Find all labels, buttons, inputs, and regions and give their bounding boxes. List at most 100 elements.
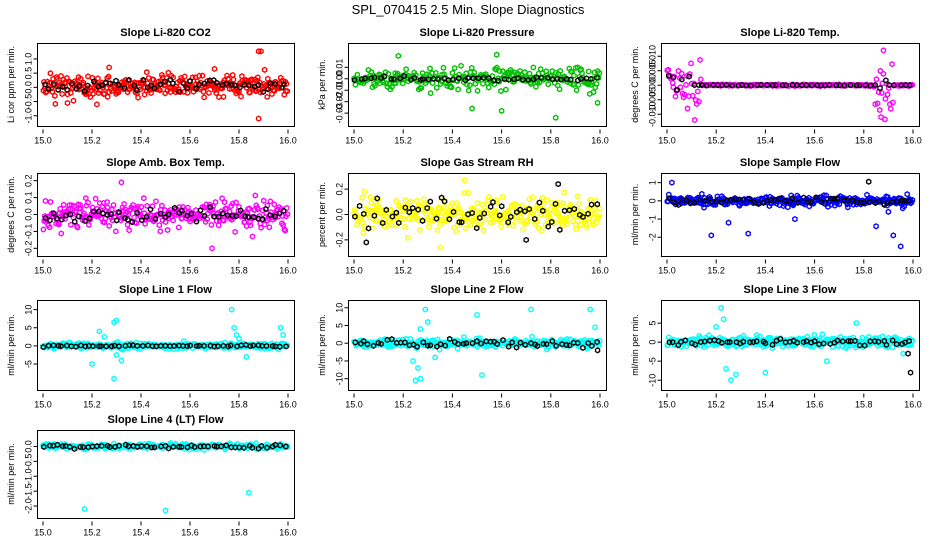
reference-point bbox=[758, 81, 764, 88]
data-point bbox=[451, 64, 458, 72]
reference-point bbox=[533, 74, 540, 81]
reference-point bbox=[42, 81, 48, 88]
data-point bbox=[904, 191, 910, 198]
reference-point bbox=[223, 80, 230, 87]
x-tick-label: 16.0 bbox=[279, 400, 297, 410]
data-point bbox=[491, 209, 497, 217]
data-point bbox=[824, 358, 830, 365]
y-tick-label: -5 bbox=[335, 357, 345, 365]
x-tick-label: 15.2 bbox=[83, 400, 101, 410]
data-point bbox=[246, 489, 252, 496]
y-axis-label: ml/min per min. bbox=[6, 443, 16, 505]
data-point bbox=[46, 224, 53, 231]
y-tick-label: 1.0 bbox=[24, 53, 34, 66]
data-point bbox=[559, 202, 565, 209]
data-point bbox=[687, 70, 693, 78]
data-point bbox=[373, 217, 379, 224]
data-point bbox=[82, 214, 88, 221]
data-point bbox=[434, 84, 440, 91]
reference-point bbox=[245, 82, 252, 89]
reference-point bbox=[517, 339, 524, 346]
data-point bbox=[577, 221, 584, 229]
chart-panel: Slope Line 2 Flow 15.0 15.2 15.4 15.6 15.8 16.… bbox=[317, 284, 609, 410]
x-tick-label: 15.6 bbox=[806, 136, 824, 146]
data-point bbox=[696, 98, 702, 105]
data-point bbox=[509, 202, 515, 209]
data-point bbox=[263, 209, 269, 217]
reference-point bbox=[553, 342, 559, 349]
y-tick-label: 5 bbox=[648, 321, 658, 326]
data-point bbox=[255, 115, 262, 122]
reference-point bbox=[108, 210, 114, 218]
y-axis-label: degrees C per min. bbox=[630, 46, 640, 123]
data-point bbox=[543, 196, 550, 204]
panel-title: Slope Li-820 CO2 bbox=[120, 27, 210, 39]
y-tick-label: -0.01 bbox=[335, 80, 345, 101]
data-point bbox=[393, 197, 400, 205]
reference-point bbox=[559, 340, 565, 348]
x-tick-label: 15.2 bbox=[83, 528, 101, 538]
reference-point bbox=[263, 205, 269, 213]
reference-point bbox=[455, 340, 461, 348]
data-point bbox=[106, 222, 112, 230]
data-point bbox=[401, 215, 407, 223]
reference-point bbox=[196, 81, 202, 88]
reference-point bbox=[111, 342, 118, 349]
reference-point bbox=[134, 209, 140, 216]
data-point bbox=[101, 219, 108, 226]
reference-point bbox=[64, 86, 70, 93]
panel-title: Slope Line 4 (LT) Flow bbox=[108, 414, 224, 426]
data-point bbox=[884, 91, 891, 98]
data-point bbox=[358, 214, 364, 222]
reference-point bbox=[513, 344, 520, 351]
reference-point bbox=[525, 76, 531, 84]
reference-point bbox=[671, 199, 677, 206]
reference-point bbox=[847, 81, 854, 89]
data-point bbox=[590, 88, 597, 96]
panel-title: Slope Gas Stream RH bbox=[420, 157, 533, 169]
reference-point bbox=[854, 198, 860, 206]
x-tick-label: 15.8 bbox=[230, 266, 248, 276]
data-point bbox=[811, 331, 817, 338]
reference-point bbox=[704, 82, 710, 89]
data-point bbox=[899, 205, 906, 212]
y-tick-label: -2 bbox=[648, 233, 658, 241]
reference-point bbox=[214, 79, 220, 87]
reference-point bbox=[263, 342, 270, 350]
reference-point bbox=[76, 213, 82, 220]
y-tick-label: -0.010 bbox=[648, 101, 658, 127]
reference-point bbox=[441, 75, 448, 82]
reference-point bbox=[726, 338, 733, 346]
data-point bbox=[576, 200, 583, 207]
reference-point bbox=[76, 82, 83, 89]
data-point bbox=[162, 207, 168, 214]
data-point bbox=[728, 377, 734, 384]
data-point bbox=[284, 211, 291, 218]
reference-point bbox=[60, 443, 66, 450]
data-point bbox=[156, 221, 163, 229]
reference-point bbox=[854, 82, 860, 89]
data-point bbox=[529, 333, 535, 340]
reference-point bbox=[682, 337, 689, 344]
y-axis-label: ml/min per min. bbox=[630, 184, 640, 246]
data-point bbox=[245, 205, 251, 213]
x-tick-label: 15.6 bbox=[493, 400, 511, 410]
data-point bbox=[201, 94, 207, 101]
data-point bbox=[574, 207, 580, 214]
reference-point bbox=[151, 444, 158, 451]
data-point bbox=[261, 66, 268, 73]
data-point bbox=[713, 323, 719, 331]
reference-point bbox=[201, 342, 207, 350]
data-point bbox=[111, 375, 117, 382]
y-tick-label: -10 bbox=[648, 374, 658, 387]
reference-point bbox=[171, 342, 177, 350]
reference-point bbox=[555, 180, 561, 188]
data-point bbox=[888, 105, 894, 112]
y-tick-label: -1.0 bbox=[24, 108, 34, 124]
reference-point bbox=[80, 444, 86, 451]
data-point bbox=[699, 190, 705, 198]
data-point bbox=[157, 87, 163, 94]
reference-point bbox=[450, 76, 456, 83]
data-point bbox=[498, 107, 505, 114]
reference-point bbox=[140, 342, 146, 350]
